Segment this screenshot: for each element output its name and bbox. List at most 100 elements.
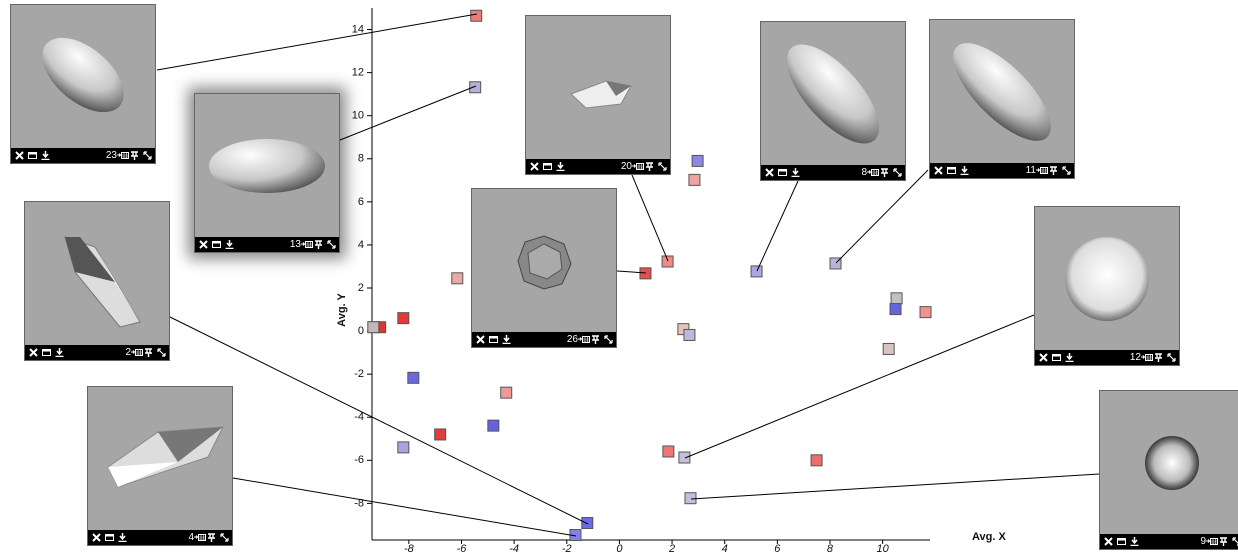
thumbnail-popup[interactable]: 26 — [471, 188, 617, 348]
download-icon[interactable] — [960, 166, 969, 175]
window-icon[interactable] — [28, 151, 37, 160]
toolbar: 13 — [195, 237, 339, 252]
table-icon[interactable] — [1036, 166, 1048, 175]
pin-icon[interactable] — [144, 348, 153, 357]
thumbnail-popup[interactable]: 4 — [87, 386, 233, 546]
table-icon[interactable] — [117, 151, 129, 160]
data-point — [662, 256, 673, 267]
window-icon[interactable] — [1117, 537, 1126, 546]
table-icon[interactable] — [867, 168, 879, 177]
pin-icon[interactable] — [880, 168, 889, 177]
resize-icon[interactable] — [1062, 166, 1071, 175]
download-icon[interactable] — [41, 151, 50, 160]
pin-icon[interactable] — [130, 151, 139, 160]
download-icon[interactable] — [1065, 353, 1074, 362]
resize-icon[interactable] — [658, 162, 667, 171]
pin-icon[interactable] — [1219, 537, 1228, 546]
thumbnail-image — [11, 5, 155, 148]
close-icon[interactable] — [92, 533, 101, 542]
y-tick-label: 8 — [358, 153, 364, 165]
y-tick-label: 12 — [352, 67, 364, 79]
download-icon[interactable] — [556, 162, 565, 171]
thumbnail-image — [526, 16, 670, 159]
close-icon[interactable] — [29, 348, 38, 357]
pin-icon[interactable] — [207, 533, 216, 542]
data-point — [689, 174, 700, 185]
data-point — [452, 273, 463, 284]
pin-icon[interactable] — [1154, 353, 1163, 362]
thumbnail-popup[interactable]: 20 — [525, 15, 671, 175]
table-icon[interactable] — [632, 162, 644, 171]
table-icon[interactable] — [301, 240, 313, 249]
resize-icon[interactable] — [157, 348, 166, 357]
download-icon[interactable] — [55, 348, 64, 357]
window-icon[interactable] — [42, 348, 51, 357]
close-icon[interactable] — [934, 166, 943, 175]
toolbar: 9 — [1100, 534, 1238, 549]
pin-icon[interactable] — [314, 240, 323, 249]
close-icon[interactable] — [476, 335, 485, 344]
y-tick-label: 10 — [352, 110, 364, 122]
download-icon[interactable] — [791, 168, 800, 177]
popup-id: 26 — [567, 332, 578, 347]
resize-icon[interactable] — [220, 533, 229, 542]
window-icon[interactable] — [947, 166, 956, 175]
window-icon[interactable] — [778, 168, 787, 177]
close-icon[interactable] — [15, 151, 24, 160]
download-icon[interactable] — [1130, 537, 1139, 546]
window-icon[interactable] — [489, 335, 498, 344]
thumbnail-popup[interactable]: 2 — [24, 201, 170, 361]
table-icon[interactable] — [1141, 353, 1153, 362]
close-icon[interactable] — [1104, 537, 1113, 546]
thumbnail-popup[interactable]: 13 — [194, 93, 340, 253]
connector — [233, 478, 576, 536]
resize-icon[interactable] — [327, 240, 336, 249]
pin-icon[interactable] — [645, 162, 654, 171]
close-icon[interactable] — [530, 162, 539, 171]
table-icon[interactable] — [194, 533, 206, 542]
table-icon[interactable] — [131, 348, 143, 357]
window-icon[interactable] — [1052, 353, 1061, 362]
thumbnail-popup[interactable]: 12 — [1034, 206, 1180, 366]
data-point — [883, 343, 894, 354]
resize-icon[interactable] — [1167, 353, 1176, 362]
x-tick-label: 10 — [876, 543, 889, 552]
x-tick-label: -8 — [404, 543, 415, 552]
thumbnail-popup[interactable]: 9 — [1099, 390, 1238, 550]
popup-id: 11 — [1026, 163, 1036, 178]
popup-id: 12 — [1130, 350, 1141, 365]
download-icon[interactable] — [502, 335, 511, 344]
data-point — [435, 429, 446, 440]
resize-icon[interactable] — [893, 168, 902, 177]
thumbnail-image — [88, 387, 232, 530]
toolbar: 2 — [25, 345, 169, 360]
resize-icon[interactable] — [1232, 537, 1238, 546]
download-icon[interactable] — [118, 533, 127, 542]
popup-id: 13 — [290, 237, 301, 252]
pin-icon[interactable] — [1049, 166, 1058, 175]
table-icon[interactable] — [578, 335, 590, 344]
data-point — [471, 10, 482, 21]
thumbnail-popup[interactable]: 8 — [760, 21, 906, 181]
resize-icon[interactable] — [604, 335, 613, 344]
pin-icon[interactable] — [591, 335, 600, 344]
x-tick-label: 6 — [774, 543, 781, 552]
resize-icon[interactable] — [143, 151, 152, 160]
download-icon[interactable] — [225, 240, 234, 249]
window-icon[interactable] — [543, 162, 552, 171]
data-point — [751, 266, 762, 277]
window-icon[interactable] — [212, 240, 221, 249]
close-icon[interactable] — [765, 168, 774, 177]
close-icon[interactable] — [199, 240, 208, 249]
table-icon[interactable] — [1206, 537, 1218, 546]
thumbnail-popup[interactable]: 23 — [10, 4, 156, 164]
window-icon[interactable] — [105, 533, 114, 542]
y-axis-label: Avg. Y — [336, 293, 348, 327]
close-icon[interactable] — [1039, 353, 1048, 362]
thumbnail-image — [25, 202, 169, 345]
thumbnail-popup[interactable]: 11 — [929, 19, 1075, 179]
data-point — [408, 372, 419, 383]
y-tick-label: 4 — [358, 239, 364, 251]
thumbnail-image — [930, 20, 1074, 163]
thumbnail-image — [195, 94, 339, 237]
